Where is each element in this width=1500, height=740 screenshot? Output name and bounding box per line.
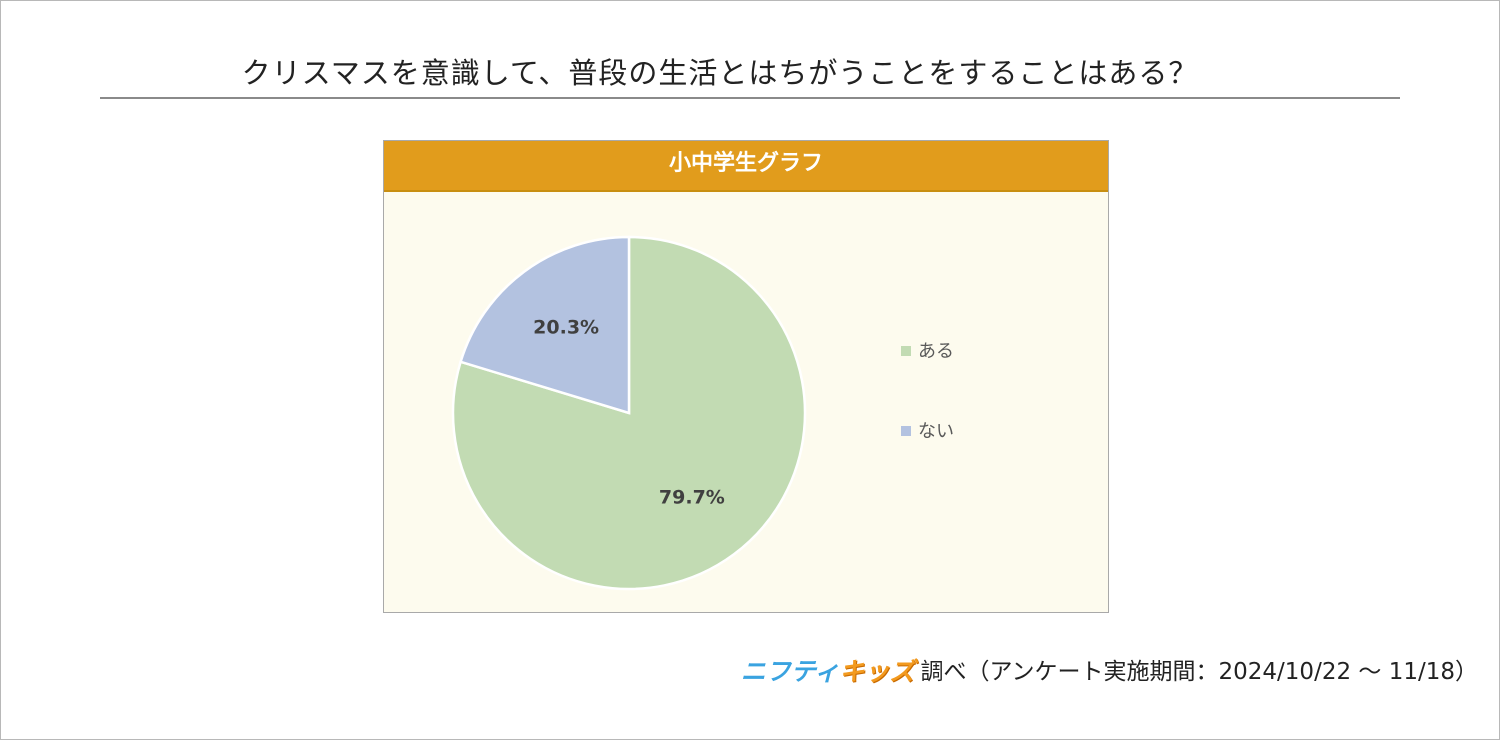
legend-swatch-no xyxy=(901,426,911,436)
source-footer: ニフティキッズ 調べ（アンケート実施期間：2024/10/22 ～ 11/18） xyxy=(741,652,1478,688)
chart-panel: 小中学生グラフ 79.7% 20.3% ある ない xyxy=(383,140,1109,613)
chart-title: 小中学生グラフ xyxy=(384,141,1108,192)
pie-slice-1 xyxy=(459,235,631,415)
pie-chart: 79.7% 20.3% xyxy=(451,235,807,591)
brand-logo: ニフティキッズ xyxy=(741,652,915,688)
brand-logo-part1: ニフティ xyxy=(740,657,840,686)
data-label-1: 20.3% xyxy=(533,317,599,339)
title-divider xyxy=(100,97,1400,99)
page-title: クリスマスを意識して、普段の生活とはちがうことをすることはある？ xyxy=(241,56,1199,90)
legend-label-yes: ある xyxy=(918,341,954,362)
brand-logo-part2: キッズ xyxy=(839,657,915,686)
legend-item-yes: ある xyxy=(901,337,954,363)
data-label-0: 79.7% xyxy=(659,486,725,508)
legend-label-no: ない xyxy=(918,421,954,442)
source-text: 調べ（アンケート実施期間：2024/10/22 ～ 11/18） xyxy=(920,659,1478,685)
legend-swatch-yes xyxy=(901,346,911,356)
legend-item-no: ない xyxy=(901,417,954,443)
